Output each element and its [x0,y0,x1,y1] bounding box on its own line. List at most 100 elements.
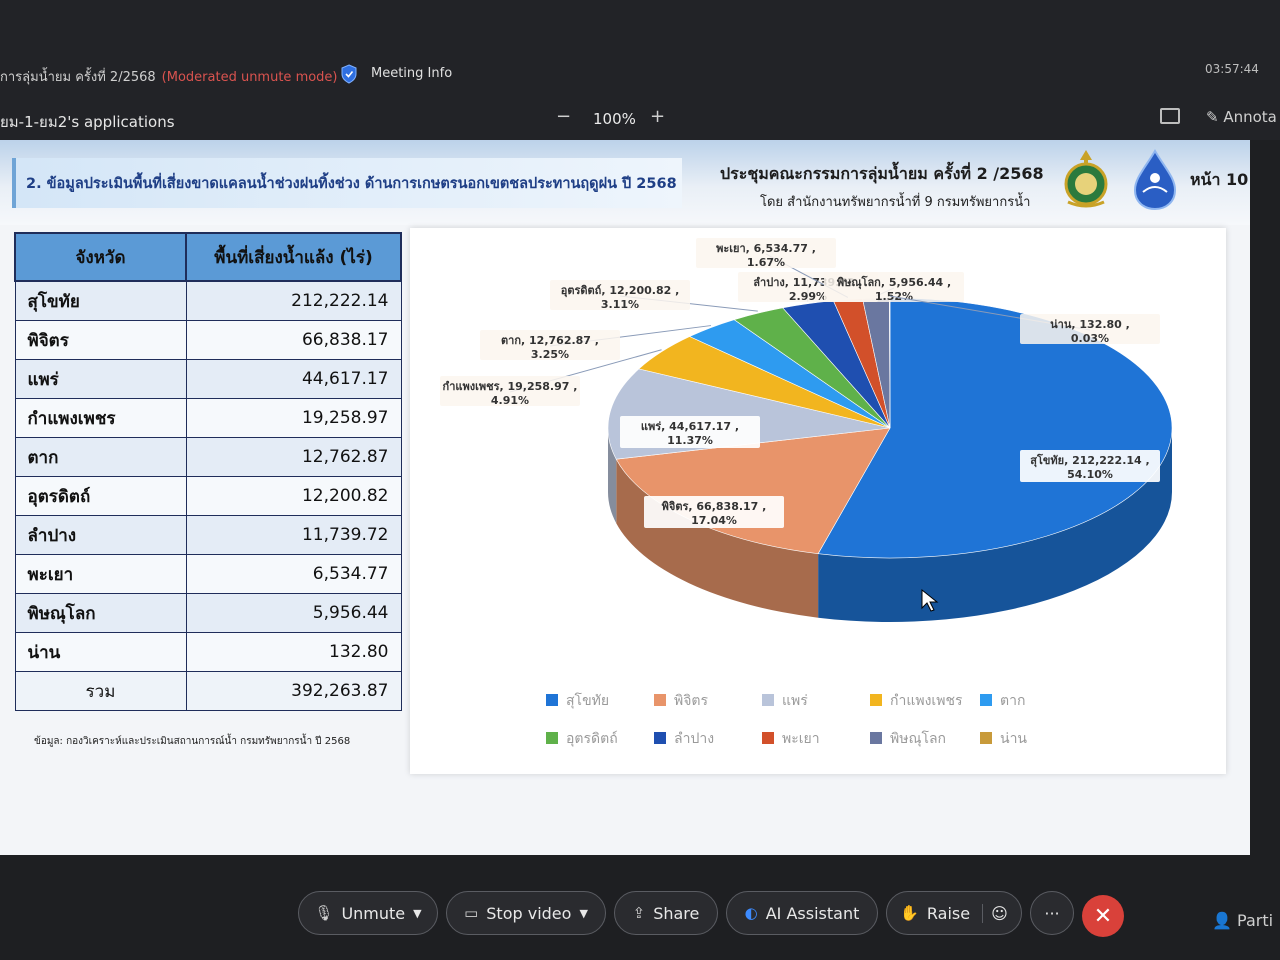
department-logo-icon [1133,149,1177,211]
annotate-label: Annota [1223,108,1277,126]
data-label-line1: พิจิตร, 66,838.17 , [662,500,767,513]
legend-entry: พิษณุโลก [890,730,946,747]
chevron-down-icon[interactable]: ▼ [413,906,422,920]
slide-banner: 2. ข้อมูลประเมินพื้นที่เสี่ยงขาดแคลนน้ำช… [12,158,682,208]
ministry-seal-icon [1064,150,1108,208]
pie-slice-side [608,428,617,524]
ai-assistant-button[interactable]: ◐ AI Assistant [726,891,878,935]
video-icon: ▭ [464,904,479,922]
data-label-bg [550,280,690,310]
table-row: พิจิตร 66,838.17 [14,320,402,360]
province-cell: น่าน [14,632,187,672]
unmute-mode-label: (Moderated unmute mode) [161,70,338,85]
slide-banner-text: 2. ข้อมูลประเมินพื้นที่เสี่ยงขาดแคลนน้ำช… [26,175,677,192]
province-cell: กำแพงเพชร [14,398,187,438]
pie-sides [608,428,1172,622]
shared-app-name: ยม-1-ยม2's applications [0,113,175,131]
legend-swatch [980,694,992,706]
area-cell: 6,534.77 [185,554,402,594]
raise-label: Raise [926,903,971,923]
screen-view-icon[interactable] [1160,108,1180,124]
data-label-bg [824,272,964,302]
meeting-info-button[interactable]: Meeting Info [371,66,453,81]
province-cell: อุตรดิตถ์ [14,476,187,516]
annotate-button[interactable]: ✎ Annota [1206,108,1277,126]
data-label: อุตรดิตถ์, 12,200.82 , 3.11% [561,284,680,311]
legend-swatch [546,694,558,706]
data-label-bg [644,496,784,528]
data-label-bg [440,376,580,406]
legend-swatch [546,732,558,744]
area-cell: 11,739.72 [185,515,402,555]
province-cell: ลำปาง [14,515,187,555]
province-cell: ตาก [14,437,187,477]
more-button[interactable]: ··· [1030,891,1074,935]
slide-page-number: หน้า 10 [1190,170,1249,189]
shield-icon[interactable] [340,64,358,84]
data-label-line2: 0.03% [1071,332,1109,345]
legend-entry: กำแพงเพชร [890,693,963,709]
mouse-cursor-icon [921,588,939,612]
pie-chart-panel: สุโขทัย, 212,222.14 , 54.10% พิจิตร, 66,83… [410,228,1226,774]
meeting-controls: 🎙 Unmute ▼ ▭ Stop video ▼ ⇪ Share ◐ AI Assista… [0,875,1280,960]
table-header-row: จังหวัด พื้นที่เสี่ยงน้ำแล้ง (ไร่) [14,232,402,282]
ai-assistant-label: AI Assistant [765,903,860,923]
zoom-out-button[interactable]: − [556,106,572,127]
data-label-line1: พะเยา, 6,534.77 , [716,242,816,255]
table-row: ลำปาง 11,739.72 [14,515,402,555]
committee-byline: โดย สำนักงานทรัพยากรน้ำที่ 9 กรมทรัพยากร… [760,195,1031,210]
data-label-line1: อุตรดิตถ์, 12,200.82 , [561,284,680,298]
data-label-line2: 4.91% [491,394,529,407]
table-row: พะเยา 6,534.77 [14,554,402,594]
area-cell: 12,200.82 [185,476,402,516]
legend-swatch [980,732,992,744]
emoji-icon[interactable]: ☺ [982,903,1008,923]
data-label: ตาก, 12,762.87 , 3.25% [501,334,599,361]
zoom-level: 100% [593,110,636,128]
raise-hand-icon: ✋ [900,904,919,922]
table-row: พิษณุโลก 5,956.44 [14,593,402,633]
province-cell: สุโขทัย [14,280,187,321]
data-label-bg [696,238,836,268]
participants-button[interactable]: 👤 Parti [1212,911,1273,930]
stop-video-button[interactable]: ▭ Stop video ▼ [446,891,606,935]
data-label-line1: ตาก, 12,762.87 , [501,334,599,347]
data-label-bg [1020,314,1160,344]
data-label-line1: น่าน, 132.80 , [1050,318,1130,331]
legend-entry: พะเยา [782,731,820,747]
zoom-in-button[interactable]: + [650,106,666,127]
data-label-line2: 54.10% [1067,468,1113,481]
province-cell: แพร่ [14,359,187,399]
ai-assistant-icon: ◐ [744,904,758,922]
legend-entry: ตาก [1000,693,1025,709]
share-label: Share [653,903,700,923]
data-label-bg [620,416,760,448]
area-cell: 5,956.44 [185,593,402,633]
chevron-down-icon[interactable]: ▼ [579,906,588,920]
raise-button[interactable]: ✋ Raise ☺ [886,891,1022,935]
legend-swatch [654,694,666,706]
meeting-clock: 03:57:44 [1205,62,1259,76]
province-cell: พิจิตร [14,320,187,360]
leave-meeting-button[interactable]: ✕ [1082,895,1124,937]
table-row: น่าน 132.80 [14,632,402,672]
data-label: พะเยา, 6,534.77 , 1.67% [716,242,816,269]
committee-title: ประชุมคณะกรรมการลุ่มน้ำยม ครั้งที่ 2 /25… [720,164,1044,183]
legend-entry: สุโขทัย [566,692,609,709]
data-label: กำแพงเพชร, 19,258.97 , 4.91% [443,380,578,407]
data-source-note: ข้อมูล: กองวิเคราะห์และประเมินสถานการณ์น… [34,736,351,747]
data-label: แพร่, 44,617.17 , 11.37% [641,420,739,447]
legend-entry: ลำปาง [674,731,714,747]
province-cell: พิษณุโลก [14,593,187,633]
legend-swatch [870,694,882,706]
area-cell: 66,838.17 [185,320,402,360]
unmute-button[interactable]: 🎙 Unmute ▼ [298,891,438,935]
data-label-line1: สุโขทัย, 212,222.14 , [1030,453,1149,468]
legend-swatch [762,732,774,744]
meeting-title-text: การลุ่มน้ำยม ครั้งที่ 2/2568 [0,70,156,85]
participants-icon: 👤 [1212,911,1238,930]
pie-data-labels: สุโขทัย, 212,222.14 , 54.10% พิจิตร, 66,83… [440,238,1160,528]
share-button[interactable]: ⇪ Share [614,891,718,935]
data-label-line2: 3.11% [601,298,639,311]
